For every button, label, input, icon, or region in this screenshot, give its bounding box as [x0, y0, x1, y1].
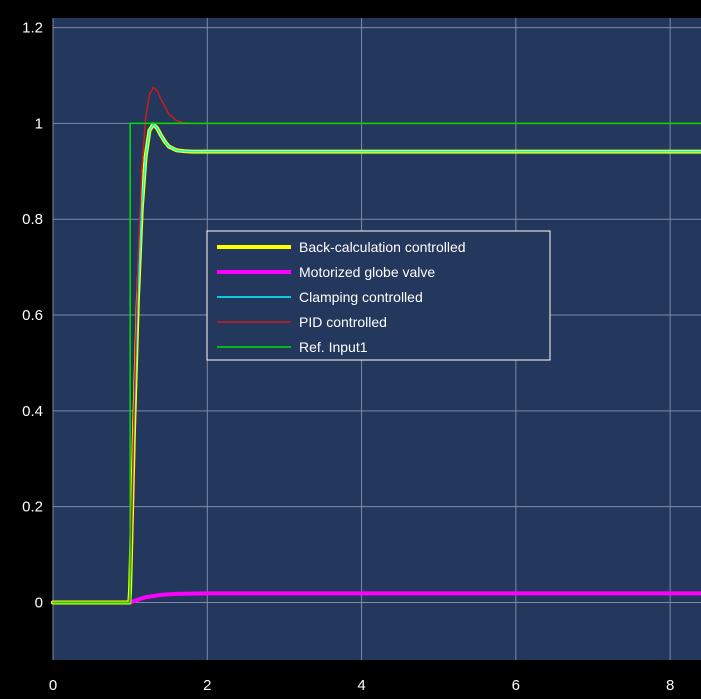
series-layer	[51, 86, 701, 605]
legend-label: PID controlled	[299, 314, 387, 330]
x-tick-label: 8	[666, 677, 674, 694]
y-tick-label: 0.4	[22, 403, 43, 420]
y-tick-label: 1.2	[22, 20, 43, 37]
legend-label: Clamping controlled	[299, 289, 423, 305]
x-tick-label: 0	[49, 677, 57, 694]
tick-layer: 0 2 4 6 8 0 0.2 0.4 0.6 0.8 1 1.2	[22, 20, 674, 694]
series-line-ref-input1	[52, 122, 701, 604]
legend-label: Ref. Input1	[299, 339, 368, 355]
legend-box	[206, 230, 551, 361]
y-tick-label: 0	[35, 595, 43, 612]
y-tick-label: 0.2	[22, 499, 43, 516]
x-tick-label: 4	[357, 677, 365, 694]
x-tick-label: 2	[203, 677, 211, 694]
x-tick-label: 6	[512, 677, 520, 694]
y-tick-label: 0.6	[22, 307, 43, 324]
y-tick-label: 0.8	[22, 211, 43, 228]
legend: Back-calculation controlled Motorized glo…	[206, 230, 551, 361]
legend-label: Back-calculation controlled	[299, 239, 466, 255]
legend-label: Motorized globe valve	[299, 264, 435, 280]
y-tick-label: 1	[35, 115, 43, 132]
